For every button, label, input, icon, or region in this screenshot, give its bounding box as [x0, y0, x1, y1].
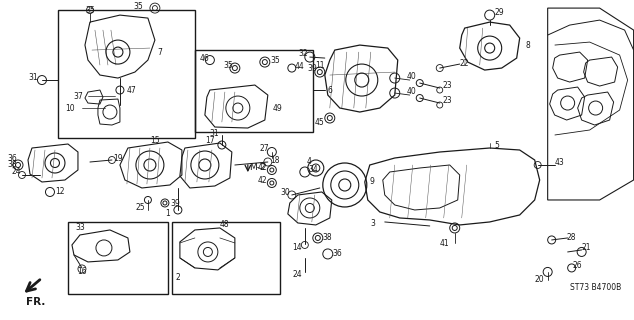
- Text: 20: 20: [535, 276, 545, 284]
- Text: 8: 8: [526, 41, 530, 50]
- Text: 2: 2: [176, 273, 180, 283]
- Text: 23: 23: [443, 96, 453, 105]
- Text: 35: 35: [223, 60, 233, 69]
- Text: 29: 29: [495, 8, 505, 17]
- Text: 28: 28: [567, 234, 576, 243]
- Text: 41: 41: [440, 239, 450, 248]
- Text: 27: 27: [259, 143, 269, 153]
- Text: 43: 43: [555, 158, 564, 167]
- Text: 42: 42: [258, 177, 268, 186]
- Text: 33: 33: [75, 223, 85, 232]
- Text: 38: 38: [7, 161, 17, 170]
- Text: FR.: FR.: [26, 297, 46, 307]
- Text: ST73 B4700B: ST73 B4700B: [570, 284, 621, 292]
- Text: 39: 39: [307, 64, 317, 73]
- Text: 26: 26: [573, 261, 583, 270]
- Text: 40: 40: [407, 72, 417, 81]
- Text: 40: 40: [407, 86, 417, 96]
- Text: 11: 11: [315, 60, 325, 69]
- Text: 35: 35: [133, 2, 143, 11]
- Text: 32: 32: [298, 49, 307, 58]
- Text: 42: 42: [258, 164, 268, 172]
- Bar: [68, 222, 168, 294]
- Text: 46: 46: [200, 53, 210, 63]
- Text: 17: 17: [205, 135, 215, 145]
- Bar: [172, 222, 280, 294]
- Text: 31: 31: [209, 129, 219, 138]
- Text: 49: 49: [273, 104, 283, 113]
- Text: 21: 21: [582, 244, 592, 252]
- Text: 24: 24: [11, 167, 21, 177]
- Text: 47: 47: [127, 85, 137, 94]
- Text: 45: 45: [315, 117, 325, 126]
- Text: 22: 22: [460, 59, 469, 68]
- Text: 10: 10: [65, 104, 75, 113]
- Text: 34: 34: [308, 165, 318, 174]
- Text: 48: 48: [220, 220, 230, 229]
- Text: 1: 1: [165, 210, 171, 219]
- Text: 23: 23: [443, 81, 453, 90]
- Text: 15: 15: [150, 135, 160, 145]
- Text: 44: 44: [295, 61, 305, 70]
- Text: 3: 3: [370, 220, 375, 228]
- Text: M-2: M-2: [250, 164, 266, 172]
- Text: 5: 5: [495, 140, 499, 149]
- Text: 6: 6: [327, 85, 332, 94]
- Bar: [195, 50, 313, 132]
- Text: 18: 18: [270, 156, 280, 164]
- Text: 39: 39: [170, 199, 180, 208]
- Text: 14: 14: [292, 244, 302, 252]
- Text: 9: 9: [370, 178, 374, 187]
- Text: 35: 35: [270, 56, 280, 65]
- Bar: [58, 10, 195, 138]
- Text: 12: 12: [55, 188, 65, 196]
- Text: 37: 37: [73, 92, 83, 100]
- Text: 19: 19: [113, 154, 123, 163]
- Text: 25: 25: [135, 204, 145, 212]
- Text: 30: 30: [280, 188, 290, 197]
- Text: 16: 16: [77, 268, 87, 276]
- Text: 4: 4: [306, 157, 311, 166]
- Text: 7: 7: [157, 48, 162, 57]
- Text: 36: 36: [7, 154, 17, 163]
- Text: 38: 38: [322, 234, 332, 243]
- Text: 36: 36: [332, 250, 342, 259]
- Text: 35: 35: [85, 5, 95, 15]
- Text: 24: 24: [292, 270, 302, 279]
- Text: 31: 31: [28, 73, 38, 82]
